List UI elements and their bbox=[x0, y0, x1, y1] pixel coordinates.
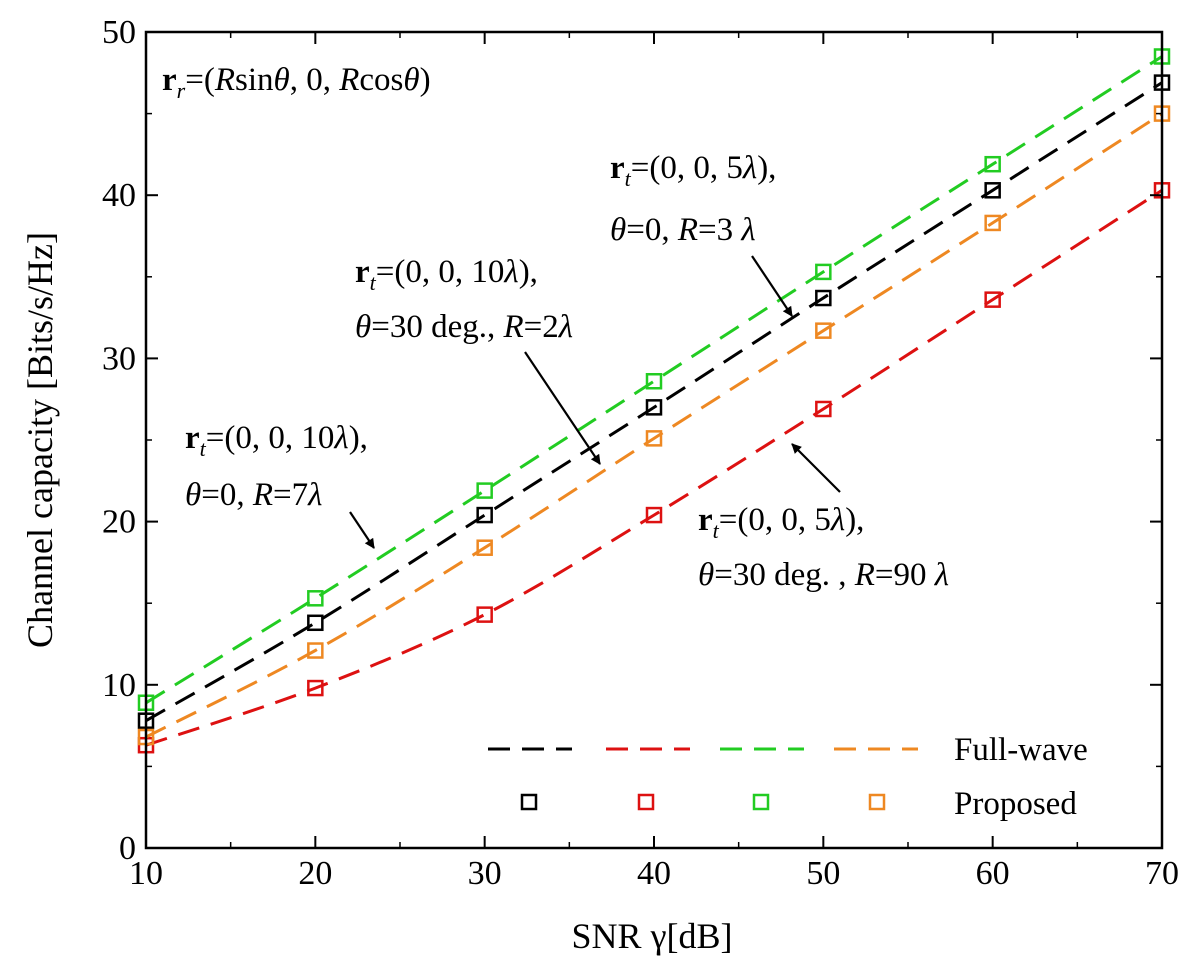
full-wave-line-orange bbox=[145, 112, 1163, 739]
annotation-c-arrow bbox=[349, 511, 375, 549]
annotation-a-line1: rt=(0, 0, 5λ), bbox=[610, 150, 776, 191]
x-tick-label: 60 bbox=[976, 855, 1010, 892]
proposed-marker-black bbox=[476, 506, 493, 524]
annotation-c-line1: rt=(0, 0, 10λ), bbox=[185, 420, 368, 461]
proposed-marker-orange bbox=[476, 539, 493, 556]
legend-label-proposed: Proposed bbox=[954, 786, 1077, 822]
full-wave-line-red bbox=[145, 189, 1163, 747]
y-tick-label: 0 bbox=[119, 830, 136, 867]
proposed-marker-red bbox=[476, 606, 493, 623]
proposed-marker-green bbox=[307, 590, 324, 607]
y-axis-title: Channel capacity [Bits/s/Hz] bbox=[20, 232, 60, 648]
annotation-rr-formula: rr=(Rsinθ, 0, Rcosθ) bbox=[162, 62, 431, 103]
legend-marker-red bbox=[637, 793, 655, 811]
y-tick-label: 40 bbox=[102, 177, 136, 214]
annotation-d-line2: θ=30 deg. , R=90 λ bbox=[698, 557, 949, 593]
annotation-b-arrow bbox=[524, 351, 601, 465]
x-tick-label: 10 bbox=[129, 855, 163, 892]
annotation-a-arrow bbox=[751, 255, 793, 317]
x-tick-label: 20 bbox=[298, 855, 332, 892]
full-wave-line-black bbox=[145, 81, 1163, 722]
annotation-b-line2: θ=30 deg., R=2λ bbox=[355, 309, 573, 345]
proposed-marker-black bbox=[307, 614, 324, 632]
y-tick-label: 20 bbox=[102, 504, 136, 541]
proposed-marker-orange bbox=[815, 322, 832, 339]
proposed-marker-red bbox=[815, 400, 832, 418]
proposed-marker-orange bbox=[307, 642, 324, 659]
proposed-marker-black bbox=[645, 399, 663, 416]
annotation-d-line1: rt=(0, 0, 5λ), bbox=[698, 502, 864, 543]
proposed-marker-green bbox=[815, 263, 832, 281]
proposed-marker-red bbox=[984, 291, 1001, 308]
x-tick-label: 50 bbox=[806, 855, 840, 892]
annotation-a-line2: θ=0, R=3 λ bbox=[610, 212, 756, 248]
legend-label-full-wave: Full-wave bbox=[954, 732, 1088, 768]
annotation-c-line2: θ=0, R=7λ bbox=[185, 477, 322, 513]
legend-marker-black bbox=[520, 793, 538, 811]
annotation-d-arrow bbox=[791, 443, 841, 493]
proposed-marker-black bbox=[815, 289, 832, 307]
x-tick-label: 40 bbox=[637, 855, 671, 892]
proposed-marker-green bbox=[476, 482, 493, 499]
x-axis-title: SNR γ[dB] bbox=[572, 916, 733, 956]
y-tick-label: 10 bbox=[102, 667, 136, 704]
full-wave-line-green bbox=[145, 55, 1163, 705]
proposed-marker-green bbox=[645, 372, 663, 390]
proposed-marker-orange bbox=[645, 430, 663, 447]
proposed-marker-red bbox=[645, 506, 663, 524]
y-tick-label: 50 bbox=[102, 14, 136, 51]
series-layer bbox=[137, 48, 1171, 754]
proposed-marker-green bbox=[984, 155, 1001, 173]
x-tick-label: 30 bbox=[468, 855, 502, 892]
annotation-b-line1: rt=(0, 0, 10λ), bbox=[355, 254, 538, 295]
legend-marker-green bbox=[752, 793, 770, 811]
legend: Full-wave Proposed bbox=[488, 732, 1088, 822]
x-tick-label: 70 bbox=[1145, 855, 1179, 892]
y-tick-label: 30 bbox=[102, 340, 136, 377]
legend-marker-orange bbox=[868, 793, 886, 811]
proposed-marker-orange bbox=[984, 214, 1001, 232]
proposed-marker-black bbox=[984, 182, 1001, 199]
proposed-marker-red bbox=[307, 679, 324, 697]
